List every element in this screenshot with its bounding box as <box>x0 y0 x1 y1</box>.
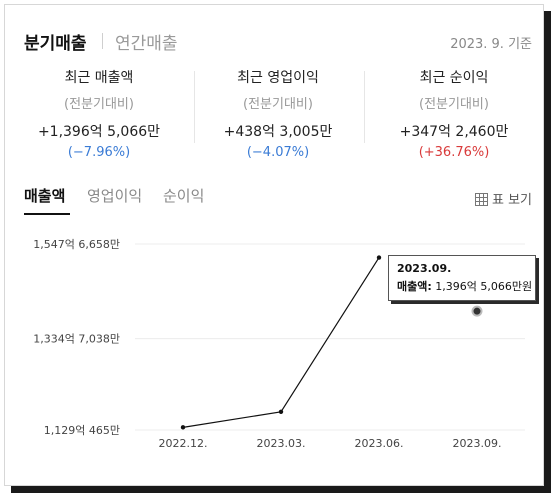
stat-change: (−4.07%) <box>246 145 310 160</box>
highlighted-data-point[interactable] <box>471 305 483 317</box>
stat-value: +1,396억 5,066만 <box>37 124 161 140</box>
stat-value: +438억 3,005만 <box>223 124 333 140</box>
y-tick-label: 1,547억 6,658만 <box>33 238 120 251</box>
stats-summary: 최근 매출액 (전분기대비) +1,396억 5,066만 (−7.96%) 최… <box>24 67 532 167</box>
stat-value: +347억 2,460만 <box>399 124 509 140</box>
tab-revenue[interactable]: 매출액 <box>24 187 66 205</box>
header: 분기매출 연간매출 2023. 9. 기준 <box>24 27 532 57</box>
tooltip-row: 매출액: 1,396억 5,066만원 <box>397 278 532 294</box>
stat-operating-profit: 최근 영업이익 (전분기대비) +438억 3,005만 (−4.07%) <box>203 67 353 160</box>
stat-divider <box>194 71 195 143</box>
tooltip-date: 2023.09. <box>397 262 452 275</box>
stat-sub: (전분기대비) <box>243 97 313 112</box>
chart-tooltip: 2023.09. 매출액: 1,396억 5,066만원 <box>388 255 536 301</box>
tab-net-income[interactable]: 순이익 <box>163 187 205 205</box>
table-grid-icon <box>474 193 488 206</box>
header-divider <box>102 33 103 49</box>
revenue-card: 분기매출 연간매출 2023. 9. 기준 최근 매출액 (전분기대비) +1,… <box>4 4 544 486</box>
tab-annual-revenue[interactable]: 연간매출 <box>115 34 178 54</box>
table-view-label: 표 보기 <box>491 193 532 208</box>
stat-sub: (전분기대비) <box>64 97 134 112</box>
table-view-button[interactable]: 표 보기 <box>474 189 532 208</box>
data-point[interactable] <box>376 255 382 260</box>
stat-revenue: 최근 매출액 (전분기대비) +1,396억 5,066만 (−7.96%) <box>24 67 174 160</box>
x-tick-label: 2023.06. <box>355 437 404 450</box>
stat-net-income: 최근 순이익 (전분기대비) +347억 2,460만 (+36.76%) <box>379 67 529 160</box>
data-point[interactable] <box>180 425 186 430</box>
revenue-line-chart: 1,129억 465만 1,334억 7,038만 1,547억 6,658만 202… <box>33 238 525 450</box>
stat-label: 최근 매출액 <box>64 70 134 86</box>
stat-divider <box>364 71 365 143</box>
data-point[interactable] <box>278 409 284 415</box>
active-tab-underline <box>24 213 70 215</box>
stat-label: 최근 영업이익 <box>237 70 319 86</box>
tooltip-key: 매출액: <box>397 280 432 293</box>
x-tick-label: 2023.03. <box>257 437 306 450</box>
tooltip-value: 1,396억 5,066만원 <box>435 280 533 293</box>
stat-sub: (전분기대비) <box>419 97 489 112</box>
stat-change: (+36.76%) <box>418 145 490 160</box>
y-tick-label: 1,129억 465만 <box>44 424 120 437</box>
y-tick-label: 1,334억 7,038만 <box>33 333 120 346</box>
as-of-date: 2023. 9. 기준 <box>450 37 532 52</box>
stat-change: (−7.96%) <box>67 145 131 160</box>
series-line <box>182 257 380 428</box>
tab-operating-profit[interactable]: 영업이익 <box>87 187 143 205</box>
x-tick-label: 2022.12. <box>159 437 208 450</box>
x-tick-label: 2023.09. <box>453 437 502 450</box>
stat-label: 최근 순이익 <box>419 70 489 86</box>
metric-tabs: 매출액 영업이익 순이익 표 보기 <box>24 185 532 219</box>
tab-quarterly-revenue[interactable]: 분기매출 <box>24 34 87 54</box>
